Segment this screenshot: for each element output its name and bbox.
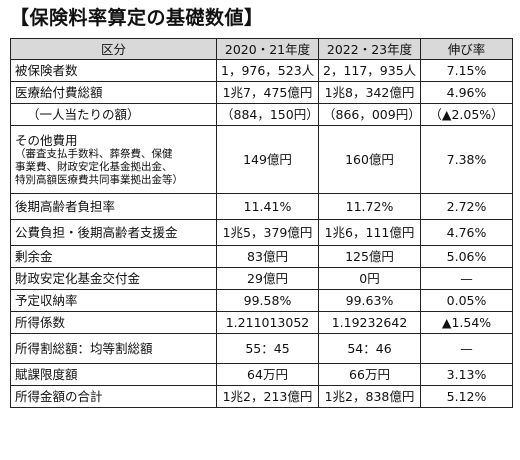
cell-growth: 0.05% bbox=[420, 289, 513, 312]
table-row: （一人当たりの額） （884，150円） （866，009円） （▲2.05%） bbox=[10, 103, 513, 126]
row-label: （一人当たりの額） bbox=[10, 103, 217, 126]
table-row: 所得金額の合計 1兆2，213億円 1兆2，838億円 5.12% bbox=[10, 385, 513, 408]
cell-fy2022: 0円 bbox=[318, 267, 421, 290]
row-label: 所得金額の合計 bbox=[10, 385, 217, 408]
cell-fy2020: 1.211013052 bbox=[216, 311, 319, 334]
cell-fy2020: 99.58% bbox=[216, 289, 319, 312]
header-fy2020: 2020・21年度 bbox=[216, 38, 319, 60]
basis-figures-table: 区分 2020・21年度 2022・23年度 伸び率 被保険者数 1，976，5… bbox=[10, 38, 513, 408]
cell-fy2020: 83億円 bbox=[216, 245, 319, 268]
cell-fy2020: 55：45 bbox=[216, 333, 319, 364]
cell-fy2020: 64万円 bbox=[216, 363, 319, 386]
cell-growth: 3.13% bbox=[420, 363, 513, 386]
cell-growth: 7.38% bbox=[420, 125, 513, 194]
table-row: 予定収納率 99.58% 99.63% 0.05% bbox=[10, 289, 513, 312]
table-row: 剰余金 83億円 125億円 5.06% bbox=[10, 245, 513, 268]
cell-growth: 5.12% bbox=[420, 385, 513, 408]
cell-growth: — bbox=[420, 333, 513, 364]
cell-fy2022: 1兆6，111億円 bbox=[318, 219, 421, 246]
row-label: 予定収納率 bbox=[10, 289, 217, 312]
cell-fy2022: 54：46 bbox=[318, 333, 421, 364]
cell-growth: 4.76% bbox=[420, 219, 513, 246]
cell-growth: ▲1.54% bbox=[420, 311, 513, 334]
table-row: 公費負担・後期高齢者支援金 1兆5，379億円 1兆6，111億円 4.76% bbox=[10, 219, 513, 246]
table-row: 所得割総額：均等割総額 55：45 54：46 — bbox=[10, 333, 513, 364]
row-sublabel: 事業費、財政安定化基金拠出金、 bbox=[15, 160, 173, 173]
row-label: 医療給付費総額 bbox=[10, 81, 217, 104]
table-row: 後期高齢者負担率 11.41% 11.72% 2.72% bbox=[10, 193, 513, 220]
cell-fy2022: 1兆8，342億円 bbox=[318, 81, 421, 104]
cell-fy2020: 29億円 bbox=[216, 267, 319, 290]
row-label: 後期高齢者負担率 bbox=[10, 193, 217, 220]
cell-fy2022: 66万円 bbox=[318, 363, 421, 386]
cell-fy2020: 149億円 bbox=[216, 125, 319, 194]
cell-fy2022: 1.19232642 bbox=[318, 311, 421, 334]
cell-fy2020: 11.41% bbox=[216, 193, 319, 220]
header-growth: 伸び率 bbox=[420, 38, 513, 60]
cell-fy2022: 11.72% bbox=[318, 193, 421, 220]
cell-fy2022: 160億円 bbox=[318, 125, 421, 194]
page-title: 【保険料率算定の基礎数値】 bbox=[10, 7, 264, 29]
row-label: 賦課限度額 bbox=[10, 363, 217, 386]
header-category: 区分 bbox=[10, 38, 217, 60]
table-row: 所得係数 1.211013052 1.19232642 ▲1.54% bbox=[10, 311, 513, 334]
row-sublabel: （審査支払手数料、葬祭費、保健 bbox=[15, 147, 173, 160]
table-row: 財政安定化基金交付金 29億円 0円 — bbox=[10, 267, 513, 290]
table-row: その他費用 （審査支払手数料、葬祭費、保健 事業費、財政安定化基金拠出金、 特別… bbox=[10, 125, 513, 194]
header-fy2022: 2022・23年度 bbox=[318, 38, 421, 60]
cell-fy2022: 99.63% bbox=[318, 289, 421, 312]
cell-growth: 5.06% bbox=[420, 245, 513, 268]
row-label: 被保険者数 bbox=[10, 59, 217, 82]
row-label: 所得割総額：均等割総額 bbox=[10, 333, 217, 364]
cell-fy2022: 125億円 bbox=[318, 245, 421, 268]
cell-fy2020: （884，150円） bbox=[216, 103, 319, 126]
row-label: 所得係数 bbox=[10, 311, 217, 334]
cell-growth: 4.96% bbox=[420, 81, 513, 104]
row-label: 剰余金 bbox=[10, 245, 217, 268]
cell-fy2020: 1兆5，379億円 bbox=[216, 219, 319, 246]
cell-fy2022: 1兆2，838億円 bbox=[318, 385, 421, 408]
row-label: 財政安定化基金交付金 bbox=[10, 267, 217, 290]
cell-fy2020: 1兆2，213億円 bbox=[216, 385, 319, 408]
table-row: 被保険者数 1，976，523人 2，117，935人 7.15% bbox=[10, 59, 513, 82]
table-row: 賦課限度額 64万円 66万円 3.13% bbox=[10, 363, 513, 386]
cell-growth: 7.15% bbox=[420, 59, 513, 82]
table-row: 医療給付費総額 1兆7，475億円 1兆8，342億円 4.96% bbox=[10, 81, 513, 104]
row-label-other-costs: その他費用 （審査支払手数料、葬祭費、保健 事業費、財政安定化基金拠出金、 特別… bbox=[10, 125, 217, 194]
cell-growth: （▲2.05%） bbox=[420, 103, 513, 126]
cell-fy2022: 2，117，935人 bbox=[318, 59, 421, 82]
cell-fy2020: 1兆7，475億円 bbox=[216, 81, 319, 104]
table-header-row: 区分 2020・21年度 2022・23年度 伸び率 bbox=[10, 38, 513, 60]
cell-growth: — bbox=[420, 267, 513, 290]
row-label: 公費負担・後期高齢者支援金 bbox=[10, 219, 217, 246]
cell-fy2022: （866，009円） bbox=[318, 103, 421, 126]
cell-fy2020: 1，976，523人 bbox=[216, 59, 319, 82]
cell-growth: 2.72% bbox=[420, 193, 513, 220]
row-sublabel: 特別高額医療費共同事業拠出金等） bbox=[15, 173, 183, 186]
row-label: その他費用 bbox=[15, 132, 78, 148]
